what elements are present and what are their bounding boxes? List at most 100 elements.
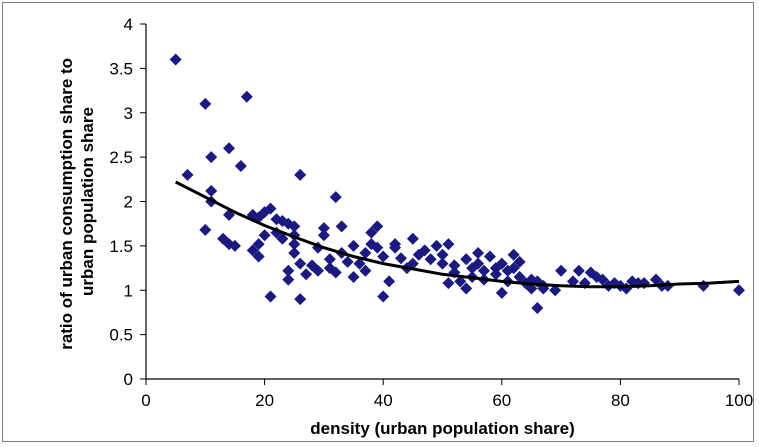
x-tick-label: 0 xyxy=(141,391,150,410)
data-point xyxy=(329,266,342,279)
data-point xyxy=(240,90,253,103)
data-point xyxy=(199,223,212,236)
data-point xyxy=(406,257,419,270)
data-point xyxy=(454,275,467,288)
data-point xyxy=(288,220,301,233)
data-point xyxy=(442,277,455,290)
data-point xyxy=(282,264,295,277)
y-tick-label: 3 xyxy=(124,104,133,123)
data-point xyxy=(317,222,330,235)
data-point xyxy=(460,253,473,266)
scatter-chart: 00.511.522.533.540 20 40 60 80 100 density (u… xyxy=(57,15,753,438)
data-point xyxy=(472,246,485,259)
data-point xyxy=(228,239,241,252)
data-point xyxy=(365,226,378,239)
data-point xyxy=(436,257,449,270)
data-point xyxy=(359,246,372,259)
data-point xyxy=(223,142,236,155)
data-point xyxy=(246,244,259,257)
data-point xyxy=(199,97,212,110)
data-point xyxy=(317,229,330,242)
chart-frame: 0 0.5 1 1.5 2 2.5 3 3.5 4 0 20 40 60 80 100 density (u… xyxy=(2,2,754,442)
data-point xyxy=(442,238,455,251)
y-axis-title: ratio of urban consumption share to urba… xyxy=(57,53,97,350)
data-point xyxy=(513,255,526,268)
data-point xyxy=(549,284,562,297)
data-point xyxy=(294,293,307,306)
data-point xyxy=(418,244,431,257)
data-point xyxy=(347,270,360,283)
axis-ticks: 00.511.522.533.540 20 40 60 80 100 xyxy=(109,15,753,410)
data-point xyxy=(406,232,419,245)
x-tick-label: 100 xyxy=(725,391,753,410)
data-point xyxy=(288,246,301,259)
data-point xyxy=(566,275,579,288)
data-point xyxy=(276,232,289,245)
y-tick-label: 1 xyxy=(124,281,133,300)
x-tick-label: 80 xyxy=(611,391,630,410)
x-axis-title: density (urban population share) xyxy=(310,419,574,438)
data-point xyxy=(507,262,520,275)
data-point xyxy=(483,250,496,263)
y-tick-label: 0 xyxy=(124,370,133,389)
axes xyxy=(145,24,739,380)
data-point xyxy=(353,257,366,270)
data-point xyxy=(596,273,609,286)
trend-line xyxy=(175,180,740,289)
data-point xyxy=(489,268,502,281)
data-point xyxy=(383,275,396,288)
data-points xyxy=(169,53,745,314)
data-point xyxy=(282,273,295,286)
data-point xyxy=(531,302,544,314)
data-point xyxy=(252,238,265,251)
data-point xyxy=(264,202,277,215)
data-point xyxy=(460,282,473,295)
data-point xyxy=(394,252,407,265)
data-point xyxy=(555,264,568,277)
data-point xyxy=(649,273,662,286)
data-point xyxy=(347,239,360,252)
y-tick-label: 2 xyxy=(124,193,133,212)
data-point xyxy=(377,250,390,263)
data-point xyxy=(294,168,307,181)
data-point xyxy=(424,253,437,266)
data-point xyxy=(335,220,348,233)
data-point xyxy=(252,250,265,263)
data-point xyxy=(371,220,384,233)
y-tick-label: 1.5 xyxy=(109,237,133,256)
data-point xyxy=(258,229,271,242)
data-point xyxy=(323,253,336,266)
data-point xyxy=(495,286,508,299)
data-point xyxy=(507,248,520,261)
data-point xyxy=(377,290,390,303)
y-tick-label: 2.5 xyxy=(109,148,133,167)
data-point xyxy=(572,264,585,277)
data-point xyxy=(341,255,354,268)
data-point xyxy=(169,53,182,66)
data-point xyxy=(205,184,218,197)
data-point xyxy=(495,257,508,270)
y-tick-label: 3.5 xyxy=(109,59,133,78)
y-axis-title-line-2: urban population share xyxy=(78,107,97,296)
data-point xyxy=(300,268,313,281)
y-tick-label: 4 xyxy=(124,15,133,34)
data-point xyxy=(436,248,449,261)
y-tick-label: 0.5 xyxy=(109,326,133,345)
data-point xyxy=(697,279,710,292)
data-point xyxy=(371,241,384,254)
x-tick-label: 20 xyxy=(255,391,274,410)
data-point xyxy=(234,160,247,172)
data-point xyxy=(513,270,526,283)
data-point xyxy=(181,168,194,181)
data-point xyxy=(478,264,491,277)
data-point xyxy=(448,259,461,272)
y-axis-title-line-1: ratio of urban consumption share to xyxy=(57,58,76,350)
data-point xyxy=(329,191,342,204)
data-point xyxy=(472,257,485,270)
x-tick-label: 40 xyxy=(374,391,393,410)
x-tick-label: 60 xyxy=(492,391,511,410)
data-point xyxy=(389,241,402,254)
data-point xyxy=(294,257,307,270)
data-point xyxy=(288,238,301,251)
data-point xyxy=(430,239,443,252)
